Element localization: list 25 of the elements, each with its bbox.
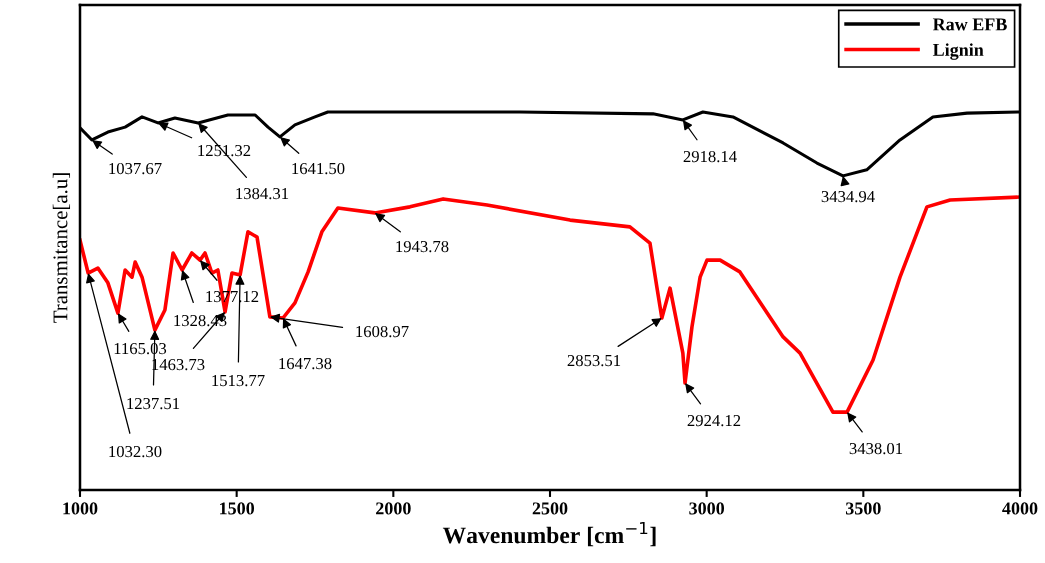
annotation: 1608.97	[356, 325, 409, 338]
annotation: 1384.31	[236, 187, 289, 200]
annotation: 3438.01	[849, 442, 903, 455]
x-tick-label: 3500	[845, 502, 881, 515]
x-tick-label: 1000	[63, 502, 98, 515]
x-tick-label: 2000	[376, 502, 411, 515]
annotation: 1943.78	[396, 240, 449, 253]
annotation: 1037.67	[109, 162, 162, 175]
annotation: 1513.77	[212, 374, 265, 387]
x-axis-title: Wavenumber [cm$^{−1}$]	[442, 522, 656, 547]
legend-label: Raw EFB	[932, 18, 1007, 31]
annotation: 1641.50	[292, 162, 345, 175]
y-axis-title: Transmitance[a.u]	[52, 173, 71, 323]
annotation: 1237.51	[127, 397, 180, 410]
legend-label: Lignin	[932, 43, 984, 60]
annotation: 3434.94	[821, 190, 875, 203]
annotation: 1032.30	[109, 445, 162, 458]
x-tick-label: 1500	[220, 502, 255, 515]
annotation: 2853.51	[567, 354, 621, 367]
x-tick-label: 3000	[689, 502, 725, 515]
annotation: 2924.12	[687, 414, 741, 427]
x-tick-label: 2500	[532, 502, 568, 515]
annotation: 2918.14	[683, 150, 737, 163]
x-tick-label: 4000	[1002, 502, 1038, 515]
annotation: 1647.38	[279, 357, 332, 370]
